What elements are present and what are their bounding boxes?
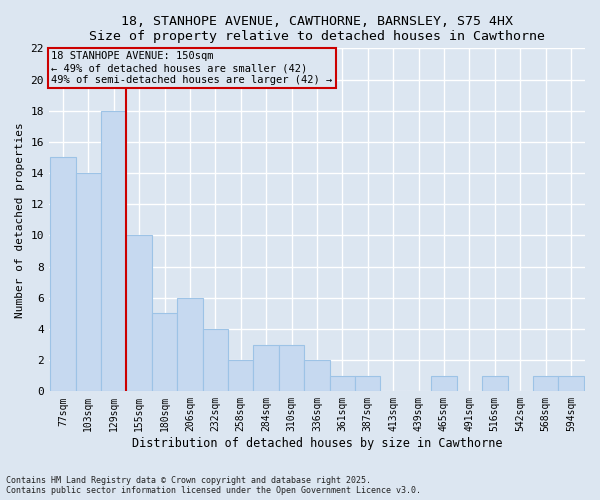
Bar — [127, 236, 152, 392]
Bar — [253, 344, 279, 392]
Bar — [431, 376, 457, 392]
Bar — [203, 329, 228, 392]
Bar — [559, 376, 584, 392]
Bar — [228, 360, 253, 392]
X-axis label: Distribution of detached houses by size in Cawthorne: Distribution of detached houses by size … — [132, 437, 502, 450]
Text: 18 STANHOPE AVENUE: 150sqm
← 49% of detached houses are smaller (42)
49% of semi: 18 STANHOPE AVENUE: 150sqm ← 49% of deta… — [52, 52, 333, 84]
Bar — [279, 344, 304, 392]
Bar — [304, 360, 329, 392]
Bar — [76, 173, 101, 392]
Bar — [152, 314, 177, 392]
Bar — [177, 298, 203, 392]
Title: 18, STANHOPE AVENUE, CAWTHORNE, BARNSLEY, S75 4HX
Size of property relative to d: 18, STANHOPE AVENUE, CAWTHORNE, BARNSLEY… — [89, 15, 545, 43]
Y-axis label: Number of detached properties: Number of detached properties — [15, 122, 25, 318]
Bar — [482, 376, 508, 392]
Bar — [355, 376, 380, 392]
Text: Contains HM Land Registry data © Crown copyright and database right 2025.
Contai: Contains HM Land Registry data © Crown c… — [6, 476, 421, 495]
Bar — [329, 376, 355, 392]
Bar — [50, 158, 76, 392]
Bar — [101, 110, 127, 392]
Bar — [533, 376, 559, 392]
